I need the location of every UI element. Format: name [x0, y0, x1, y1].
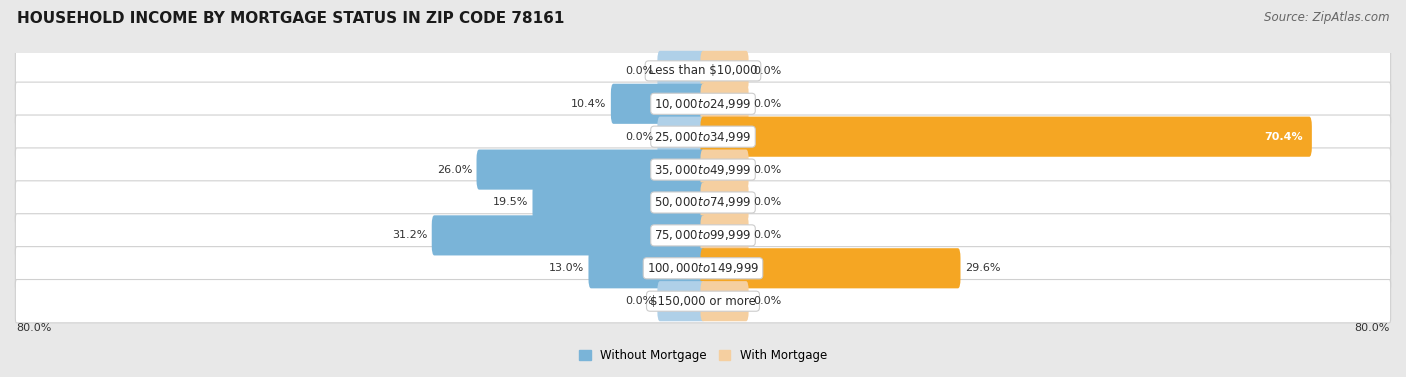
FancyBboxPatch shape	[533, 182, 706, 222]
FancyBboxPatch shape	[700, 248, 960, 288]
FancyBboxPatch shape	[700, 84, 748, 124]
Text: $75,000 to $99,999: $75,000 to $99,999	[654, 228, 752, 242]
Text: 70.4%: 70.4%	[1264, 132, 1302, 142]
FancyBboxPatch shape	[658, 51, 706, 91]
FancyBboxPatch shape	[15, 115, 1391, 158]
Text: 0.0%: 0.0%	[624, 296, 652, 306]
FancyBboxPatch shape	[658, 281, 706, 321]
Text: 0.0%: 0.0%	[754, 296, 782, 306]
Text: $10,000 to $24,999: $10,000 to $24,999	[654, 97, 752, 111]
Text: 26.0%: 26.0%	[437, 165, 472, 175]
FancyBboxPatch shape	[589, 248, 706, 288]
Text: 31.2%: 31.2%	[392, 230, 427, 241]
Text: 80.0%: 80.0%	[17, 323, 52, 333]
FancyBboxPatch shape	[477, 150, 706, 190]
Legend: Without Mortgage, With Mortgage: Without Mortgage, With Mortgage	[574, 345, 832, 367]
Text: Source: ZipAtlas.com: Source: ZipAtlas.com	[1264, 11, 1389, 24]
FancyBboxPatch shape	[700, 150, 748, 190]
Text: $50,000 to $74,999: $50,000 to $74,999	[654, 196, 752, 210]
Text: $100,000 to $149,999: $100,000 to $149,999	[647, 261, 759, 275]
Text: 10.4%: 10.4%	[571, 99, 606, 109]
FancyBboxPatch shape	[610, 84, 706, 124]
Text: HOUSEHOLD INCOME BY MORTGAGE STATUS IN ZIP CODE 78161: HOUSEHOLD INCOME BY MORTGAGE STATUS IN Z…	[17, 11, 564, 26]
FancyBboxPatch shape	[658, 116, 706, 157]
Text: Less than $10,000: Less than $10,000	[648, 64, 758, 77]
FancyBboxPatch shape	[15, 181, 1391, 224]
Text: 0.0%: 0.0%	[624, 132, 652, 142]
FancyBboxPatch shape	[700, 281, 748, 321]
FancyBboxPatch shape	[15, 49, 1391, 92]
FancyBboxPatch shape	[700, 182, 748, 222]
Text: 13.0%: 13.0%	[548, 263, 583, 273]
Text: 0.0%: 0.0%	[754, 198, 782, 207]
Text: 0.0%: 0.0%	[624, 66, 652, 76]
FancyBboxPatch shape	[15, 82, 1391, 126]
Text: 0.0%: 0.0%	[754, 165, 782, 175]
FancyBboxPatch shape	[432, 215, 706, 256]
FancyBboxPatch shape	[15, 148, 1391, 191]
Text: $150,000 or more: $150,000 or more	[650, 295, 756, 308]
FancyBboxPatch shape	[700, 116, 1312, 157]
Text: 80.0%: 80.0%	[1354, 323, 1389, 333]
Text: 0.0%: 0.0%	[754, 230, 782, 241]
Text: 19.5%: 19.5%	[494, 198, 529, 207]
Text: $25,000 to $34,999: $25,000 to $34,999	[654, 130, 752, 144]
FancyBboxPatch shape	[700, 215, 748, 256]
Text: 0.0%: 0.0%	[754, 66, 782, 76]
Text: $35,000 to $49,999: $35,000 to $49,999	[654, 162, 752, 176]
FancyBboxPatch shape	[15, 247, 1391, 290]
FancyBboxPatch shape	[15, 279, 1391, 323]
Text: 29.6%: 29.6%	[965, 263, 1000, 273]
FancyBboxPatch shape	[15, 214, 1391, 257]
FancyBboxPatch shape	[700, 51, 748, 91]
Text: 0.0%: 0.0%	[754, 99, 782, 109]
